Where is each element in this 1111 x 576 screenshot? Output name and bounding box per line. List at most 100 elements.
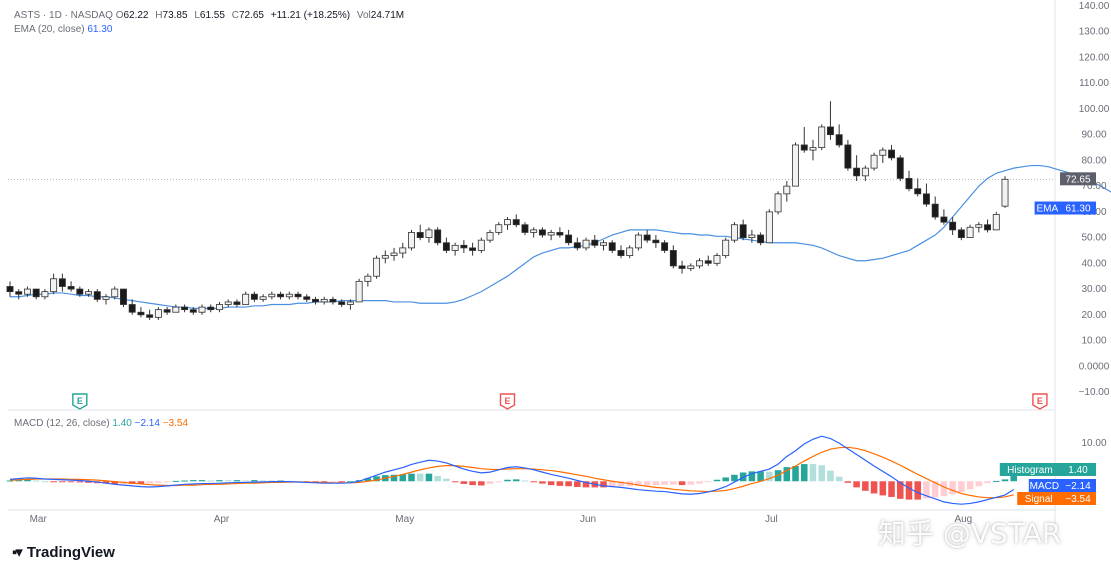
candle <box>826 101 834 140</box>
macd-legend-signal: −3.54 <box>162 418 189 429</box>
macd-histogram-bar <box>678 481 686 486</box>
candle-body <box>530 229 538 233</box>
ema-legend-value: 61.30 <box>87 24 113 35</box>
candle <box>329 296 337 305</box>
candle-body <box>486 232 494 241</box>
macd-histogram-bar <box>251 480 258 482</box>
candle <box>844 139 852 171</box>
candle <box>888 144 895 161</box>
candle-body <box>329 298 337 303</box>
earnings-marker-label: E <box>1037 396 1043 406</box>
macd-badge-0-value-bg <box>1060 463 1096 476</box>
candle <box>364 273 372 287</box>
candle <box>207 304 215 313</box>
open-label: O <box>115 10 124 21</box>
price-tick-label: 90.00 <box>1081 130 1106 141</box>
macd-histogram-bar <box>940 481 948 497</box>
candle <box>277 291 285 300</box>
earnings-marker-icon: E <box>499 393 516 410</box>
candle <box>914 178 922 197</box>
candle-body <box>416 232 424 239</box>
macd-histogram-bar <box>163 481 171 483</box>
candle-body <box>696 260 703 267</box>
candle-body <box>966 226 974 239</box>
candle-body <box>792 144 799 187</box>
candle-body <box>730 224 738 241</box>
candle <box>713 253 721 266</box>
macd-histogram-bar <box>731 474 738 482</box>
ema-line <box>10 164 1111 309</box>
candle <box>652 235 660 248</box>
candle-body <box>364 275 372 282</box>
candle-body <box>556 232 564 236</box>
macd-badge-2-label: Signal <box>1025 494 1053 505</box>
macd-histogram-bar <box>512 479 520 482</box>
candle-body <box>58 278 66 287</box>
macd-histogram-bar <box>329 481 337 483</box>
macd-badge-2-label-bg <box>1017 492 1060 505</box>
price-tick-label: 140.00 <box>1079 1 1110 12</box>
candle <box>809 139 817 161</box>
candle-body <box>765 211 773 244</box>
candle-body <box>774 193 782 213</box>
candle-body <box>1001 178 1009 207</box>
candle-body <box>818 126 826 148</box>
macd-histogram-bar <box>59 481 66 483</box>
earnings-marker-icon: E <box>72 393 88 410</box>
candle-body <box>320 298 328 303</box>
candle <box>800 126 808 153</box>
candle-body <box>442 242 450 251</box>
macd-histogram-bar <box>862 481 869 491</box>
tradingview-logo[interactable]: ▪▾ TradingView <box>12 543 115 562</box>
candle-body <box>76 288 84 295</box>
chart-frame[interactable]: 140.00 130.00 120.00 110.00 100.00 90.00 80.00… <box>0 0 1111 532</box>
ema-legend: EMA (20, close) 61.30 <box>14 24 112 35</box>
candle <box>591 235 599 248</box>
macd-histogram-bar <box>713 479 721 482</box>
candle <box>565 229 573 246</box>
candle <box>905 170 913 192</box>
candle <box>102 294 110 305</box>
candle-body <box>931 203 939 218</box>
macd-layer <box>6 435 1018 505</box>
candle-body <box>853 167 861 177</box>
candle-body <box>809 147 817 151</box>
time-tick-label: Jun <box>580 514 596 525</box>
candle <box>704 255 712 266</box>
candle-body <box>50 278 58 293</box>
macd-histogram-bar <box>172 480 180 482</box>
macd-histogram-bar <box>486 481 494 484</box>
candle-body <box>617 250 625 257</box>
candle-body <box>163 309 171 313</box>
macd-histogram-bar <box>76 481 84 483</box>
macd-badge-1-label-bg <box>1028 479 1060 492</box>
macd-histogram-bar <box>853 481 860 488</box>
ohlc-legend: ASTS · 1D · NASDAQ O62.22 H73.85 L61.55 … <box>14 10 408 21</box>
chart-svg[interactable]: 140.00 130.00 120.00 110.00 100.00 90.00 80.00… <box>0 0 1111 532</box>
macd-histogram-bar <box>643 481 651 486</box>
candle-body <box>259 296 267 300</box>
candle <box>425 227 433 243</box>
candle-body <box>477 239 485 251</box>
macd-histogram-bar <box>879 481 887 496</box>
candle <box>172 304 180 313</box>
candle-body <box>154 309 162 318</box>
candle <box>390 247 398 261</box>
candle <box>259 294 267 302</box>
candle-body <box>652 239 660 244</box>
candle <box>696 258 703 269</box>
candle-body <box>826 126 834 136</box>
macd-histogram-bar <box>216 480 223 482</box>
candle-body <box>224 301 232 305</box>
price-tick-label: 40.00 <box>1081 258 1106 269</box>
candle-body <box>277 293 285 298</box>
candle <box>722 237 730 259</box>
low-value: 61.55 <box>199 10 225 21</box>
candle <box>111 286 119 300</box>
candle <box>32 288 40 300</box>
macd-histogram-bar <box>434 475 441 482</box>
candle-body <box>861 167 869 177</box>
candle <box>128 299 136 315</box>
candle <box>687 263 695 272</box>
candle <box>320 296 328 305</box>
